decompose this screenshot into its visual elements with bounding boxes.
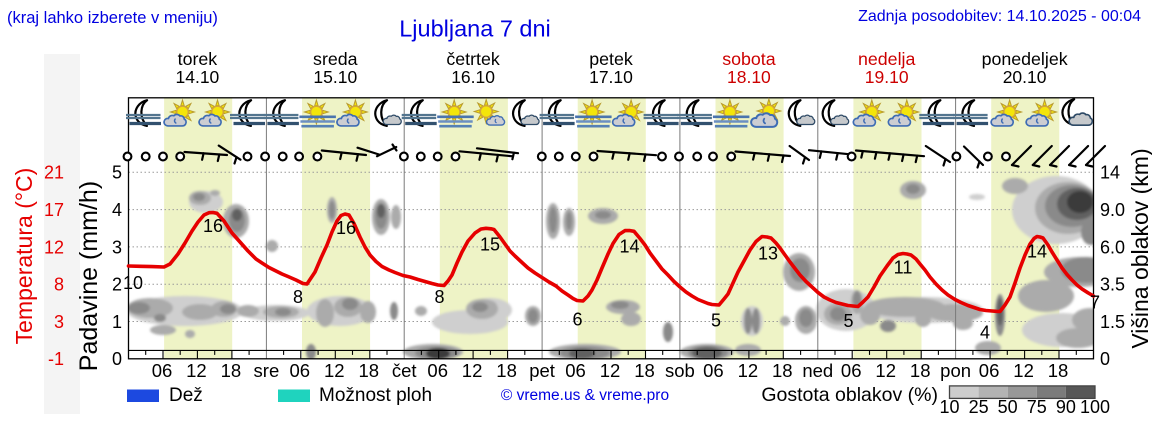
svg-text:8: 8	[434, 287, 444, 307]
svg-text:3: 3	[112, 237, 122, 257]
svg-text:17: 17	[44, 200, 64, 220]
svg-text:8: 8	[293, 287, 303, 307]
svg-text:15: 15	[480, 235, 500, 255]
svg-text:14: 14	[619, 237, 639, 257]
svg-text:1: 1	[112, 312, 122, 332]
svg-text:50: 50	[998, 397, 1018, 417]
svg-text:18: 18	[1048, 360, 1069, 381]
svg-text:6.0: 6.0	[1100, 237, 1125, 257]
svg-text:2: 2	[112, 275, 122, 295]
svg-text:nedelja: nedelja	[858, 49, 915, 69]
svg-text:-1: -1	[48, 349, 64, 369]
svg-text:06: 06	[427, 360, 448, 381]
svg-text:11: 11	[894, 258, 913, 278]
svg-text:ned: ned	[802, 360, 833, 381]
svg-text:0: 0	[1100, 349, 1110, 369]
svg-text:ponedeljek: ponedeljek	[982, 49, 1068, 69]
svg-text:18.10: 18.10	[727, 67, 771, 87]
svg-text:18: 18	[772, 360, 793, 381]
svg-text:10: 10	[123, 273, 143, 293]
svg-text:Dež: Dež	[169, 385, 203, 406]
svg-text:5: 5	[112, 163, 122, 183]
svg-text:sreda: sreda	[313, 49, 358, 69]
svg-text:7: 7	[1090, 292, 1100, 312]
svg-text:sobota: sobota	[722, 49, 775, 69]
svg-text:10: 10	[939, 397, 959, 417]
svg-text:pon: pon	[940, 360, 971, 381]
svg-text:18: 18	[910, 360, 931, 381]
svg-text:90: 90	[1056, 397, 1076, 417]
svg-text:75: 75	[1027, 397, 1047, 417]
svg-text:20.10: 20.10	[1003, 67, 1047, 87]
svg-text:8: 8	[54, 275, 64, 295]
svg-text:Gostota oblakov (%): Gostota oblakov (%)	[761, 384, 938, 406]
svg-text:Padavine (mm/h): Padavine (mm/h)	[75, 181, 103, 371]
svg-text:četrtek: četrtek	[446, 49, 499, 69]
svg-text:12: 12	[600, 360, 621, 381]
svg-text:16.10: 16.10	[451, 67, 495, 87]
svg-text:15.10: 15.10	[313, 67, 357, 87]
svg-text:Temperatura (°C): Temperatura (°C)	[11, 168, 37, 345]
svg-text:14: 14	[1027, 241, 1047, 261]
svg-text:25: 25	[969, 397, 989, 417]
svg-text:petek: petek	[589, 49, 633, 69]
svg-text:5: 5	[843, 311, 853, 331]
svg-text:13: 13	[758, 244, 778, 264]
svg-text:18: 18	[496, 360, 517, 381]
svg-text:16: 16	[336, 218, 356, 238]
svg-text:torek: torek	[178, 49, 218, 69]
svg-text:18: 18	[359, 360, 380, 381]
svg-text:5: 5	[711, 311, 721, 331]
svg-text:sob: sob	[665, 360, 695, 381]
svg-text:4: 4	[112, 200, 122, 220]
svg-text:16: 16	[203, 216, 223, 236]
svg-text:čet: čet	[392, 360, 417, 381]
svg-text:06: 06	[290, 360, 311, 381]
svg-text:06: 06	[841, 360, 862, 381]
svg-text:12: 12	[186, 360, 207, 381]
svg-text:12: 12	[462, 360, 483, 381]
svg-text:sre: sre	[254, 360, 280, 381]
svg-text:Zadnja posodobitev: 14.10.2025: Zadnja posodobitev: 14.10.2025 - 00:04	[858, 8, 1141, 25]
svg-text:Možnost ploh: Možnost ploh	[319, 385, 432, 406]
svg-text:12: 12	[324, 360, 345, 381]
svg-text:06: 06	[152, 360, 173, 381]
svg-text:6: 6	[572, 310, 582, 330]
svg-text:© vreme.us & vreme.pro: © vreme.us & vreme.pro	[501, 387, 669, 404]
svg-text:14.10: 14.10	[176, 67, 220, 87]
svg-text:9.0: 9.0	[1100, 200, 1125, 220]
svg-text:14: 14	[1100, 163, 1120, 183]
svg-text:21: 21	[44, 163, 64, 183]
svg-text:1.5: 1.5	[1100, 312, 1125, 332]
svg-text:12: 12	[1013, 360, 1034, 381]
svg-text:06: 06	[565, 360, 586, 381]
svg-text:12: 12	[44, 237, 64, 257]
svg-text:12: 12	[738, 360, 759, 381]
svg-text:pet: pet	[529, 360, 555, 381]
svg-text:18: 18	[221, 360, 242, 381]
svg-text:3.5: 3.5	[1100, 275, 1125, 295]
svg-text:(kraj lahko izberete v meniju): (kraj lahko izberete v meniju)	[7, 9, 218, 27]
svg-text:18: 18	[634, 360, 655, 381]
svg-text:Višina oblakov (km): Višina oblakov (km)	[1127, 148, 1152, 348]
svg-text:17.10: 17.10	[589, 67, 633, 87]
svg-text:19.10: 19.10	[865, 67, 909, 87]
svg-text:3: 3	[54, 312, 64, 332]
svg-text:12: 12	[875, 360, 896, 381]
svg-text:Ljubljana 7 dni: Ljubljana 7 dni	[399, 16, 551, 42]
svg-text:0: 0	[112, 349, 122, 369]
svg-text:06: 06	[703, 360, 724, 381]
svg-text:06: 06	[979, 360, 1000, 381]
svg-text:100: 100	[1080, 397, 1110, 417]
svg-text:4: 4	[980, 322, 990, 342]
